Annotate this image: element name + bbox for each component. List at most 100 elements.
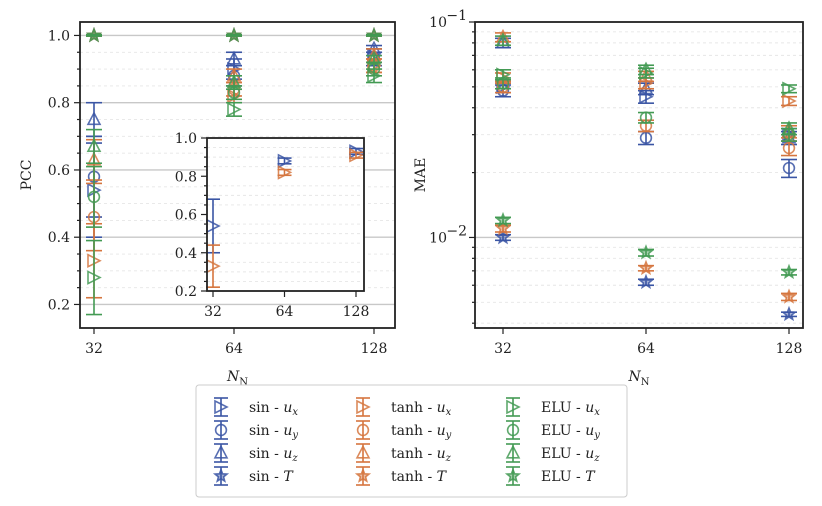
point-elu-t-64 — [637, 244, 655, 260]
legend-marker — [214, 399, 229, 415]
x-tick-label: 64 — [225, 341, 243, 357]
legend-label: sin - ux — [249, 400, 298, 418]
inset-x-tick-label: 128 — [343, 304, 370, 320]
pcc-plot: 0.2 0.4 0.6 0.8 1.0 32 64 128 PCC NN 0.2 0.4 0.6 0.8 1… — [19, 21, 396, 388]
errorbar-elu-u-x-32 — [86, 239, 102, 316]
y-tick-label: 0.2 — [48, 297, 70, 313]
y-tick-exponent: −1 — [446, 8, 467, 24]
legend-entry-sin-t: sin - T — [212, 466, 294, 486]
legend-label: ELU - uz — [541, 446, 600, 464]
legend-frame — [195, 384, 628, 498]
point-tanh-t-128 — [780, 288, 798, 304]
legend-marker — [506, 423, 520, 437]
inset-frame — [206, 137, 365, 292]
point-elu-u-y-64 — [639, 111, 653, 124]
point-elu-u-z-32 — [495, 32, 511, 47]
legend-marker — [354, 467, 372, 483]
legend-marker — [504, 467, 522, 483]
point-sin-t-32 — [494, 228, 512, 245]
y-tick-label: 0.4 — [48, 230, 70, 246]
legend-label: sin - T — [249, 469, 294, 485]
legend-marker — [213, 444, 229, 459]
series-sin-t — [494, 228, 798, 322]
point-sin-u-x-64 — [277, 153, 293, 169]
plot-frame — [474, 21, 804, 329]
legend-entry-sin-ux: sin - ux — [214, 397, 298, 418]
point-elu-u-z-128 — [366, 50, 382, 65]
inset-y-tick-label: 0.4 — [175, 246, 197, 262]
y-tick-label: 0.8 — [48, 96, 70, 112]
legend-marker — [356, 399, 371, 415]
point-elu-u-x-32 — [87, 270, 102, 285]
errorbar-elu-u-x-64 — [226, 101, 242, 117]
errorbar-tanh-u-x-32 — [206, 244, 220, 288]
y-tick-exponent: −2 — [446, 223, 467, 239]
point-sin-t-128 — [780, 305, 798, 322]
legend-label: tanh - ux — [391, 400, 452, 418]
legend-label: sin - uy — [249, 423, 298, 441]
legend-label: ELU - ux — [541, 400, 600, 418]
x-tick-label: 32 — [494, 341, 512, 357]
point-sin-u-y-128 — [782, 161, 796, 175]
point-tanh-t-64 — [637, 259, 655, 276]
legend-marker — [506, 399, 521, 415]
legend-entry-tanh-uz: tanh - uz — [355, 443, 452, 464]
legend-label: tanh - T — [391, 469, 448, 485]
point-tanh-u-x-64 — [277, 165, 293, 180]
x-axis-label: NN — [628, 369, 650, 388]
point-elu-u-y-32 — [496, 76, 510, 90]
x-tick-label: 32 — [85, 341, 103, 357]
errorbar-elu-u-y-32 — [86, 165, 102, 228]
errorbar-elu-u-z-32 — [86, 128, 102, 165]
y-axis-label: MAE — [413, 158, 429, 193]
series-elu-u-z — [86, 50, 382, 165]
x-tick-label: 64 — [637, 341, 655, 357]
series-tanh-t — [494, 220, 798, 304]
point-elu-u-z-32 — [86, 138, 102, 153]
inset-plot: 0.2 0.4 0.6 0.8 1.0 32 64 128 — [175, 131, 370, 320]
inset-y-tick-label: 1.0 — [175, 131, 197, 147]
legend-entry-sin-uy: sin - uy — [214, 420, 298, 441]
legend-entry-elu-uz: ELU - uz — [505, 443, 600, 464]
point-elu-u-z-64 — [638, 61, 654, 76]
point-elu-u-z-64 — [226, 74, 242, 89]
point-elu-u-y-32 — [87, 190, 101, 204]
point-tanh-u-y-128 — [782, 141, 796, 155]
legend-label: sin - uz — [249, 446, 298, 464]
point-elu-t-128 — [780, 263, 798, 280]
legend-entry-elu-t: ELU - T — [504, 466, 596, 486]
legend-entry-tanh-ux: tanh - ux — [356, 397, 452, 418]
series-tanh-u-x — [206, 147, 364, 288]
legend-entry-tanh-uy: tanh - uy — [356, 420, 452, 441]
point-tanh-u-x-128 — [782, 93, 797, 109]
series-sin-u-z — [86, 40, 382, 138]
legend-errorbar — [356, 397, 370, 417]
point-sin-u-z-32 — [86, 111, 102, 126]
legend-entry-tanh-t: tanh - T — [354, 466, 448, 486]
inset-y-tick-label: 0.6 — [175, 208, 197, 224]
point-tanh-u-z-32 — [86, 151, 102, 166]
legend-label: tanh - uz — [391, 446, 452, 464]
series-elu-t — [85, 26, 383, 43]
y-tick-label: 0.6 — [48, 163, 70, 179]
point-elu-u-z-128 — [781, 120, 797, 135]
legend-marker — [356, 423, 370, 437]
series-elu-u-z — [495, 32, 797, 136]
y-tick-label: 1.0 — [48, 28, 70, 44]
point-elu-u-x-64 — [227, 102, 242, 117]
inset-x-tick-label: 32 — [204, 304, 222, 320]
point-elu-t-128 — [365, 26, 383, 43]
series-elu-t — [494, 211, 798, 280]
legend-errorbar — [214, 397, 228, 417]
point-tanh-u-x-128 — [349, 147, 364, 163]
legend-errorbar — [506, 397, 520, 417]
x-axis-label: NN — [226, 369, 248, 388]
y-axis-label: PCC — [19, 160, 35, 191]
inset-background — [207, 138, 364, 291]
point-elu-t-32 — [494, 211, 512, 228]
point-elu-u-x-128 — [782, 81, 797, 97]
legend-marker — [212, 467, 230, 483]
inset-x-tick-label: 64 — [276, 304, 294, 320]
point-sin-t-64 — [637, 273, 655, 290]
